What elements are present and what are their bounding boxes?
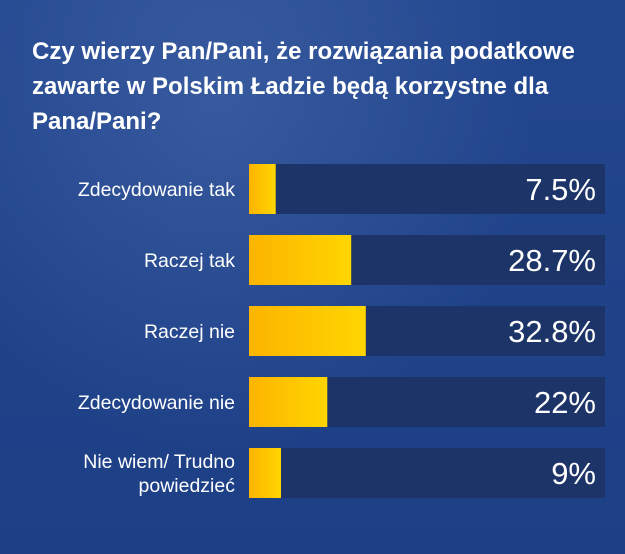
bar (249, 235, 352, 285)
value-label: 28.7% (508, 243, 596, 278)
category-label: Zdecydowanie nie (78, 392, 235, 414)
bar (249, 306, 366, 356)
bar-track (249, 164, 605, 214)
bar-track (249, 448, 605, 498)
category-label: Raczej nie (144, 321, 235, 343)
bar (249, 448, 281, 498)
category-label: Raczej tak (144, 250, 235, 272)
bar (249, 377, 328, 427)
value-label: 22% (534, 385, 596, 420)
chart-title: Czy wierzy Pan/Pani, że rozwiązania poda… (32, 38, 575, 135)
category-label: Zdecydowanie tak (78, 179, 235, 201)
value-label: 9% (551, 456, 596, 491)
bar (249, 164, 276, 214)
value-label: 32.8% (508, 314, 596, 349)
value-label: 7.5% (525, 172, 596, 207)
category-label: Nie wiem/ Trudno powiedzieć (83, 451, 235, 497)
